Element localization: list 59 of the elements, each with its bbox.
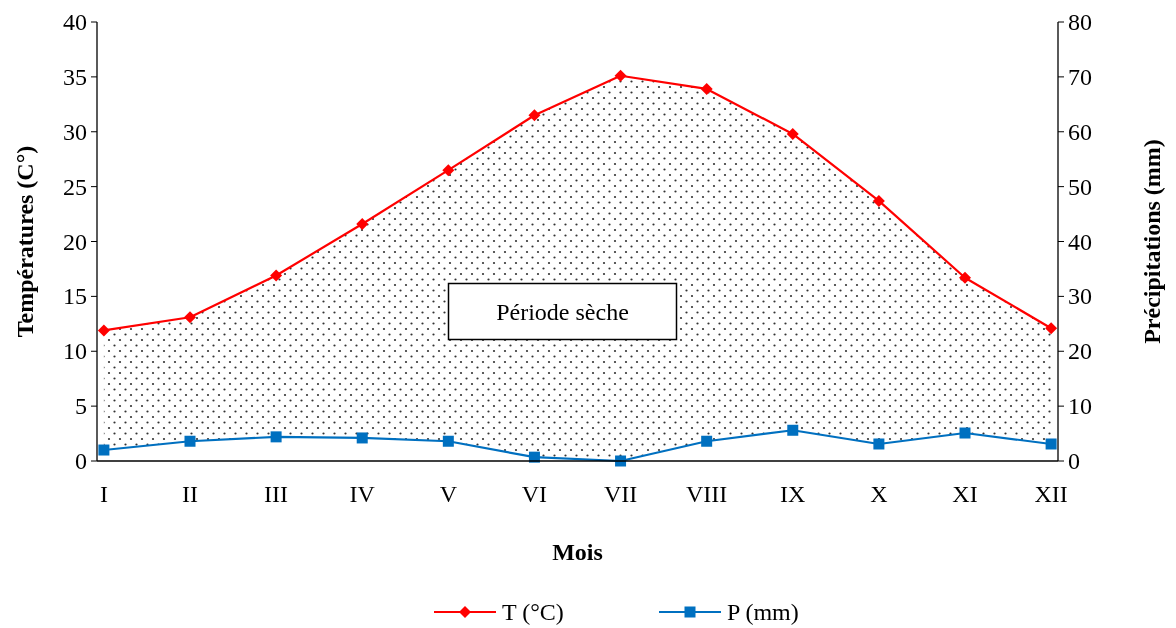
point [959, 427, 971, 439]
y-tick-label: 40 [63, 9, 87, 35]
y-tick-label: 30 [63, 118, 87, 145]
point [614, 69, 627, 82]
point [700, 82, 713, 95]
point [98, 444, 110, 456]
y2-tick-label: 10 [1068, 393, 1092, 420]
x-tick-label: XI [952, 481, 978, 507]
x-tick-label: I [99, 481, 108, 507]
legend-label: T (°C) [502, 599, 564, 625]
point [1045, 438, 1057, 450]
point [356, 432, 368, 444]
point [442, 435, 454, 447]
point [97, 324, 110, 337]
y2-tick-label: 50 [1068, 173, 1092, 200]
y2-tick-label: 40 [1068, 228, 1092, 255]
point [528, 109, 541, 122]
x-tick-label: X [870, 481, 888, 507]
y-axis-title: Températures (C°) [12, 145, 38, 338]
y-tick-label: 5 [75, 393, 87, 420]
legend-label: P (mm) [727, 599, 799, 625]
point [184, 311, 196, 324]
y-tick-label: 10 [63, 338, 87, 365]
x-tick-label: IX [780, 481, 806, 507]
point [873, 438, 885, 450]
point [270, 431, 282, 443]
y-tick-label: 25 [63, 173, 87, 200]
y2-tick-label: 20 [1068, 338, 1092, 365]
point [356, 217, 369, 230]
point [787, 424, 799, 436]
y2-tick-label: 0 [1068, 448, 1080, 474]
point [442, 164, 455, 177]
x-tick-label: IV [349, 481, 376, 507]
text-box: Période sèche [447, 282, 678, 341]
x-axis-title: Mois [552, 539, 603, 565]
y2-tick-label: 30 [1068, 283, 1092, 310]
x-tick-label: VI [521, 481, 548, 507]
x-tick-label: VII [603, 481, 638, 507]
y-tick-label: 35 [63, 63, 87, 90]
y-tick-label: 20 [63, 228, 87, 255]
y-tick-label: 15 [63, 283, 87, 310]
x-tick-label: V [439, 481, 458, 507]
point [959, 271, 971, 284]
y2-axis-title: Précipitations (mm) [1139, 139, 1165, 344]
point [270, 269, 283, 282]
y2-tick-label: 60 [1068, 118, 1092, 145]
point [701, 435, 713, 447]
y2-tick-label: 70 [1068, 63, 1092, 90]
annotation: Période sèche [496, 298, 629, 325]
point [184, 435, 196, 447]
x-tick-label: II [182, 481, 198, 507]
x-tick-label: XII [1034, 481, 1068, 507]
point [1045, 322, 1058, 335]
x-tick-label: VIII [686, 481, 728, 507]
y-tick-label: 0 [75, 448, 87, 474]
point [872, 194, 885, 207]
point [786, 127, 799, 140]
x-tick-label: III [264, 481, 289, 507]
y2-tick-label: 80 [1068, 9, 1092, 35]
